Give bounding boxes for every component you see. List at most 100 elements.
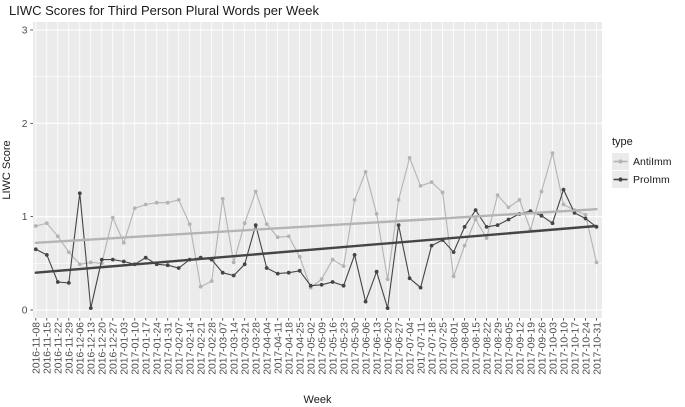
antiimm-point	[550, 151, 555, 156]
antiimm-point	[429, 180, 434, 185]
x-tick-label: 2017-05-16	[328, 322, 339, 375]
x-tick-label: 2017-04-04	[262, 322, 273, 375]
proimm-point	[473, 208, 478, 213]
antiimm-point	[121, 240, 126, 245]
x-tick-label: 2016-11-15	[43, 322, 54, 374]
chart-title: LIWC Scores for Third Person Plural Word…	[9, 3, 319, 18]
proimm-point	[506, 217, 511, 222]
x-tick-label: 2017-08-01	[449, 322, 460, 375]
x-tick-label: 2017-02-28	[208, 322, 219, 375]
x-tick-label: 2017-01-24	[153, 322, 164, 375]
proimm-point	[253, 223, 258, 228]
proimm-point	[550, 221, 555, 226]
x-tick-label: 2016-11-22	[54, 322, 65, 374]
y-tick-labels: 0 1 2 3	[22, 26, 28, 317]
proimm-point	[308, 283, 313, 288]
antiimm-point	[440, 190, 445, 195]
antiimm-point	[407, 156, 412, 160]
proimm-point	[451, 250, 456, 255]
x-tick-label: 2017-02-07	[175, 322, 186, 375]
proimm-point	[33, 247, 38, 252]
proimm-point	[561, 187, 566, 192]
proimm-point	[319, 282, 324, 287]
antiimm-point	[385, 277, 390, 282]
antiimm-point	[352, 198, 357, 202]
antiimm-point	[341, 264, 346, 268]
proimm-point	[264, 266, 269, 270]
proimm-series-line	[35, 188, 597, 309]
antiimm-point	[55, 234, 60, 239]
antiimm-point	[374, 212, 379, 216]
antiimm-point	[539, 189, 544, 194]
y-tick-label: 3	[22, 26, 28, 37]
proimm-point	[121, 259, 126, 264]
x-tick-label: 2017-02-14	[186, 322, 197, 375]
antiimm-point	[561, 202, 566, 207]
x-tick-label: 2017-07-25	[438, 322, 449, 375]
y-tick-label: 1	[22, 212, 28, 223]
antiimm-point	[176, 198, 181, 202]
x-tick-label: 2017-06-06	[361, 322, 372, 375]
x-tick-label: 2017-08-29	[493, 322, 504, 375]
proimm-point	[484, 225, 489, 229]
proimm-point	[55, 280, 60, 284]
antiimm-point	[253, 189, 258, 194]
antiimm-point	[33, 224, 38, 228]
x-tick-labels: 2016-11-08 2016-11-15 2016-11-22 2016-11-29…	[32, 322, 604, 375]
antiimm-point	[66, 250, 71, 255]
antiimm-point	[110, 215, 115, 220]
x-tick-label: 2017-05-02	[306, 322, 317, 375]
x-tick-label: 2017-04-25	[295, 322, 306, 375]
proimm-point	[220, 270, 225, 275]
proimm-point	[341, 283, 346, 288]
legend-label: ProImm	[633, 173, 670, 186]
x-tick-label: 2017-10-24	[581, 322, 592, 375]
x-tick-label: 2016-12-27	[109, 322, 120, 375]
proimm-trend-line	[34, 224, 598, 274]
antiimm-point	[297, 254, 302, 259]
proimm-point	[44, 253, 49, 257]
x-tick-label: 2017-06-20	[383, 322, 394, 375]
proimm-point	[99, 257, 104, 262]
antiimm-point	[484, 236, 489, 241]
axis-ticks	[30, 29, 597, 321]
antiimm-point	[132, 206, 137, 211]
antiimm-point	[462, 243, 467, 248]
x-tick-label: 2017-03-07	[219, 322, 230, 375]
x-tick-label: 2017-09-12	[515, 322, 526, 375]
proimm-point	[110, 257, 115, 262]
proimm-point	[231, 273, 236, 278]
antiimm-point	[583, 212, 588, 217]
x-tick-label: 2017-10-31	[592, 322, 603, 375]
antiimm-point	[418, 184, 423, 188]
x-tick-label: 2017-04-18	[284, 322, 295, 375]
y-tick-label: 0	[22, 306, 28, 317]
x-tick-label: 2017-02-21	[197, 322, 208, 375]
antiimm-point	[165, 200, 170, 205]
legend-title: type	[612, 136, 633, 148]
proimm-point	[363, 299, 368, 304]
proimm-point	[286, 270, 291, 275]
legend-key-icon	[612, 171, 629, 188]
antiimm-point	[275, 235, 280, 240]
legend-label: AntiImm	[633, 155, 672, 168]
antiimm-trend-line	[34, 207, 598, 245]
legend-key-icon	[612, 153, 629, 170]
antiimm-point	[517, 198, 522, 202]
x-tick-label: 2017-05-23	[339, 322, 350, 375]
chart-legend: type AntiImm ProImm	[612, 136, 672, 189]
proimm-point	[539, 213, 544, 218]
x-tick-label: 2017-07-11	[416, 322, 427, 374]
x-tick-label: 2017-08-22	[482, 322, 493, 375]
gridlines	[33, 22, 602, 318]
proimm-point	[429, 243, 434, 248]
antiimm-point	[154, 200, 159, 205]
x-tick-label: 2017-06-13	[372, 322, 383, 375]
x-tick-label: 2017-01-31	[164, 322, 175, 375]
antiimm-point	[286, 234, 291, 239]
antiimm-point	[506, 205, 511, 210]
x-tick-label: 2017-03-14	[229, 322, 240, 375]
antiimm-point	[473, 217, 478, 222]
antiimm-point	[594, 260, 599, 265]
